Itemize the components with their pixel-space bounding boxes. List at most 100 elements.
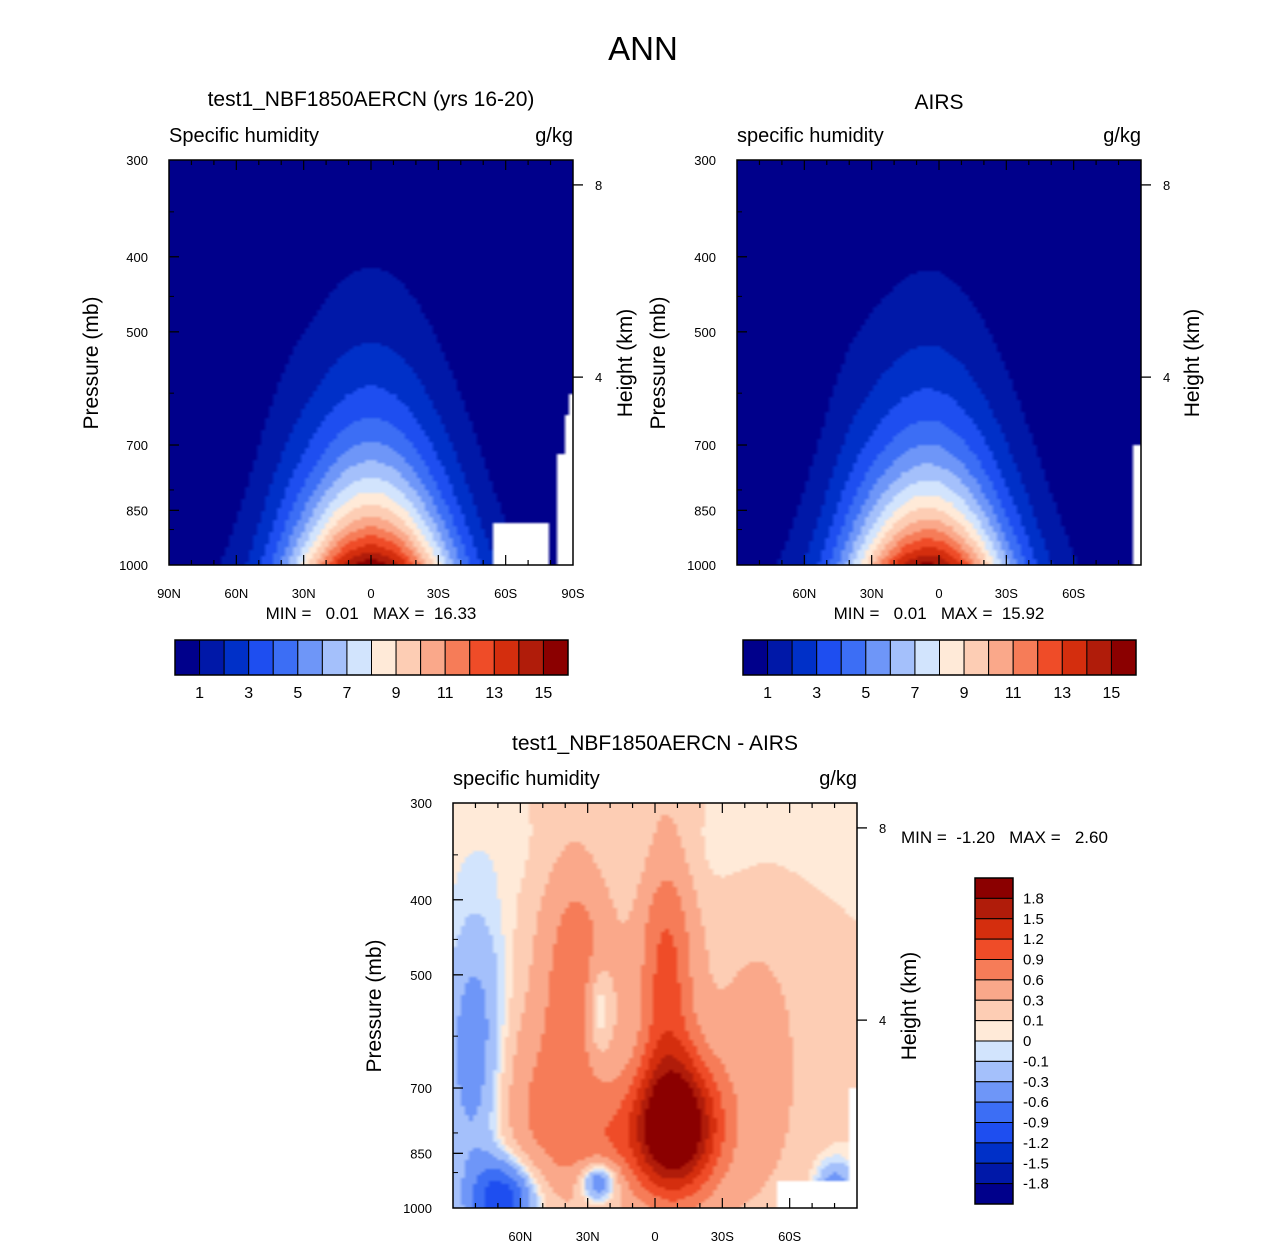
height-tick-label-obs: 4: [1163, 370, 1170, 385]
x-tick-label-model: 60N: [224, 586, 248, 601]
y-tick-label-obs: 300: [694, 153, 716, 168]
min-max-diff: MIN = -1.20 MAX = 2.60: [901, 828, 1108, 847]
y-tick-label-obs: 500: [694, 325, 716, 340]
colorbar-swatch-model: [321, 639, 348, 676]
colorbar-swatch-diff: [974, 1101, 1014, 1123]
colorbar-swatch-diff: [974, 918, 1014, 940]
y-axis-title-diff: Pressure (mb): [363, 939, 386, 1072]
units-label-model: g/kg: [535, 125, 573, 147]
y-tick-label-model: 500: [126, 325, 148, 340]
height-tick-label-diff: 8: [879, 821, 886, 836]
colorbar-label-diff: 1.2: [1023, 931, 1044, 948]
plot-area-diff: [453, 803, 857, 1208]
colorbar-label-model: 1: [195, 685, 204, 702]
y-axis-right-title-model: Height (km): [614, 309, 637, 418]
colorbar-label-obs: 5: [861, 685, 870, 702]
colorbar-swatch-obs: [988, 639, 1014, 676]
colorbar-label-model: 3: [244, 685, 253, 702]
colorbar-label-diff: -1.8: [1023, 1176, 1049, 1193]
colorbar-swatch-diff: [974, 999, 1014, 1022]
x-tick-label-obs: 60N: [792, 586, 816, 601]
colorbar-swatch-diff: [974, 1081, 1014, 1103]
height-tick-label-model: 4: [595, 370, 602, 385]
y-tick-label-obs: 1000: [687, 558, 716, 573]
colorbar-label-model: 13: [485, 685, 503, 702]
colorbar-swatch-diff: [974, 1142, 1014, 1164]
colorbar-label-obs: 1: [763, 685, 772, 702]
colorbar-swatch-diff: [974, 1060, 1014, 1083]
y-tick-label-obs: 400: [694, 250, 716, 265]
colorbar-label-diff: 0.3: [1023, 992, 1044, 1009]
colorbar-swatch-diff: [974, 1122, 1014, 1144]
colorbar-swatch-obs: [865, 639, 891, 676]
y-tick-label-model: 1000: [119, 558, 148, 573]
colorbar-swatch-diff: [974, 877, 1014, 899]
y-tick-label-diff: 500: [410, 968, 432, 983]
colorbar-label-obs: 11: [1005, 685, 1022, 702]
x-tick-label-model: 60S: [494, 586, 517, 601]
y-tick-label-model: 400: [126, 250, 148, 265]
colorbar-swatch-model: [346, 639, 372, 676]
colorbar-swatch-model: [248, 639, 274, 676]
colorbar-label-model: 7: [342, 685, 351, 702]
colorbar-label-diff: 0.9: [1023, 952, 1044, 969]
colorbar-swatch-diff: [974, 959, 1014, 981]
colorbar-label-obs: 3: [812, 685, 821, 702]
plot-area-obs: [737, 160, 1141, 565]
colorbar-swatch-model: [371, 639, 397, 676]
colorbar-frame-obs: [742, 639, 1137, 676]
panel-title-diff: test1_NBF1850AERCN - AIRS: [512, 732, 798, 755]
x-tick-label-obs: 60S: [1062, 586, 1085, 601]
y-axis-title-model: Pressure (mb): [80, 296, 103, 429]
colorbar-label-diff: -1.5: [1023, 1155, 1049, 1172]
colorbar-swatch-model: [420, 639, 446, 676]
height-tick-label-diff: 4: [879, 1013, 886, 1028]
colorbar-swatch-obs: [1037, 639, 1063, 676]
colorbar-swatch-obs: [1086, 639, 1112, 676]
colorbar-label-diff: -0.1: [1023, 1053, 1049, 1070]
variable-label-model: Specific humidity: [169, 125, 319, 147]
colorbar-frame-diff: [974, 877, 1014, 1205]
y-tick-label-model: 850: [126, 503, 148, 518]
contour-field-diff: [453, 803, 857, 1208]
colorbar-swatch-model: [297, 639, 323, 676]
colorbar-swatch-obs: [1012, 639, 1039, 676]
colorbar-label-obs: 7: [910, 685, 919, 702]
x-tick-label-model: 90S: [561, 586, 584, 601]
panel-title-model: test1_NBF1850AERCN (yrs 16-20): [208, 88, 535, 111]
colorbar-label-obs: 13: [1053, 685, 1071, 702]
x-tick-label-model: 30S: [427, 586, 450, 601]
colorbar-swatch-diff: [974, 1162, 1014, 1185]
colorbar-swatch-model: [395, 639, 422, 676]
panel-diff: test1_NBF1850AERCN - AIRS specific humid…: [363, 732, 1108, 1244]
colorbar-label-diff: -1.2: [1023, 1135, 1049, 1152]
colorbar-swatch-diff: [974, 1020, 1014, 1042]
colorbar-label-obs: 15: [1103, 685, 1121, 702]
x-tick-label-diff: 30S: [711, 1229, 734, 1244]
height-tick-label-model: 8: [595, 178, 602, 193]
y-tick-label-diff: 700: [410, 1081, 432, 1096]
variable-label-obs: specific humidity: [737, 125, 884, 147]
colorbar-swatch-obs: [963, 639, 990, 676]
colorbar-swatch-obs: [767, 639, 793, 676]
colorbar-label-diff: -0.6: [1023, 1094, 1049, 1111]
colorbar-swatch-obs: [914, 639, 940, 676]
colorbar-model: 1 3 5 7 9 11 13 15: [174, 639, 569, 702]
y-tick-label-diff: 850: [410, 1146, 432, 1161]
y-axis-right-title-obs: Height (km): [1181, 309, 1204, 418]
x-tick-label-diff: 30N: [576, 1229, 600, 1244]
colorbar-swatch-obs: [939, 639, 965, 676]
y-tick-label-model: 700: [126, 438, 148, 453]
colorbar-label-model: 5: [293, 685, 302, 702]
colorbar-label-diff: 1.5: [1023, 911, 1044, 928]
colorbar-swatch-model: [518, 639, 544, 676]
x-tick-label-obs: 30N: [860, 586, 884, 601]
x-tick-label-obs: 0: [935, 586, 942, 601]
colorbar-swatch-obs: [816, 639, 842, 676]
min-max-model: MIN = 0.01 MAX = 16.33: [266, 604, 477, 623]
axis-ticks-model: 300 400 500 700 850 1000 8 4 90N 60N 30N 0 30S 60S 90S: [119, 153, 602, 601]
units-label-diff: g/kg: [819, 768, 857, 790]
y-tick-label-diff: 1000: [403, 1201, 432, 1216]
colorbar-swatch-diff: [974, 1040, 1014, 1062]
panel-model: test1_NBF1850AERCN (yrs 16-20) Specific …: [80, 88, 637, 702]
